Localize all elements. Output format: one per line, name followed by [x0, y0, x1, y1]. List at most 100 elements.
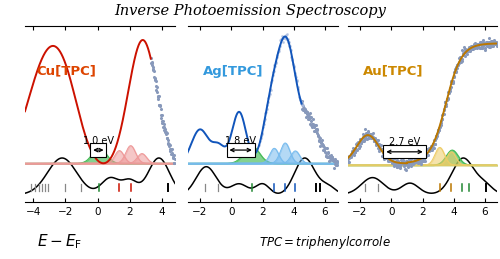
Point: [326, 155, 334, 159]
Point: [300, 107, 308, 112]
Point: [360, 139, 368, 143]
Point: [256, 136, 264, 140]
Point: [166, 147, 174, 151]
Point: [410, 159, 418, 163]
Point: [160, 122, 168, 126]
Point: [446, 79, 454, 83]
Point: [354, 143, 362, 147]
Point: [308, 125, 316, 129]
Point: [348, 152, 356, 156]
Point: [439, 112, 447, 116]
Point: [376, 149, 384, 153]
Point: [368, 134, 376, 139]
Point: [302, 109, 310, 113]
Point: [278, 33, 286, 38]
Point: [350, 153, 358, 157]
Point: [426, 148, 434, 152]
Point: [365, 135, 373, 139]
Point: [426, 146, 434, 150]
Point: [272, 60, 280, 64]
Point: [348, 150, 356, 154]
Point: [317, 141, 325, 145]
Point: [158, 121, 166, 125]
Point: [390, 164, 398, 168]
Text: Au[TPC]: Au[TPC]: [363, 65, 424, 78]
Point: [420, 159, 428, 163]
Point: [468, 45, 475, 49]
Point: [469, 45, 477, 49]
Point: [416, 161, 424, 165]
Point: [271, 63, 279, 68]
Point: [303, 112, 311, 116]
Point: [427, 144, 435, 148]
Point: [392, 163, 400, 167]
Point: [282, 33, 290, 37]
Point: [294, 84, 302, 89]
Point: [308, 119, 316, 123]
Point: [429, 145, 437, 149]
Point: [414, 161, 422, 165]
Text: 2.7 eV: 2.7 eV: [389, 138, 420, 147]
Point: [264, 100, 272, 104]
Point: [292, 75, 300, 79]
Point: [356, 139, 364, 143]
Point: [154, 97, 162, 101]
Point: [275, 47, 283, 52]
Text: $E - E_{\rm F}$: $E - E_{\rm F}$: [38, 233, 82, 251]
Point: [472, 44, 480, 48]
Point: [414, 158, 422, 162]
Point: [385, 155, 393, 160]
Point: [285, 39, 293, 44]
Point: [397, 158, 405, 162]
Point: [150, 77, 158, 81]
Point: [344, 160, 352, 164]
Point: [394, 165, 402, 169]
Point: [430, 138, 438, 142]
Point: [382, 152, 390, 156]
Point: [368, 136, 376, 140]
Point: [420, 158, 428, 162]
Point: [454, 63, 462, 67]
Point: [344, 157, 352, 161]
Point: [160, 127, 168, 131]
Point: [317, 140, 325, 144]
Point: [443, 97, 451, 101]
Point: [430, 142, 438, 146]
Point: [474, 44, 482, 48]
Point: [380, 152, 388, 156]
Point: [491, 41, 499, 45]
Point: [298, 103, 306, 107]
Point: [482, 41, 490, 45]
Point: [170, 156, 177, 160]
Point: [438, 117, 446, 121]
Point: [370, 139, 378, 143]
Point: [166, 149, 174, 153]
Point: [400, 164, 408, 168]
Point: [168, 153, 176, 157]
Point: [311, 123, 319, 127]
Point: [315, 139, 323, 143]
Point: [378, 154, 386, 158]
Point: [332, 159, 340, 163]
Point: [312, 130, 320, 134]
Point: [418, 162, 426, 166]
Point: [293, 78, 301, 82]
Point: [350, 149, 358, 153]
Point: [344, 155, 351, 159]
Point: [374, 142, 382, 146]
Point: [433, 134, 441, 138]
Point: [358, 139, 366, 143]
Point: [160, 125, 168, 129]
Point: [268, 78, 276, 82]
Point: [306, 122, 314, 126]
Point: [428, 142, 436, 147]
Point: [356, 137, 364, 141]
Point: [324, 154, 332, 158]
Point: [432, 134, 440, 138]
Point: [309, 124, 317, 128]
Point: [292, 73, 300, 77]
Point: [422, 154, 430, 158]
Point: [170, 161, 178, 166]
Point: [452, 70, 460, 75]
Point: [436, 125, 444, 129]
